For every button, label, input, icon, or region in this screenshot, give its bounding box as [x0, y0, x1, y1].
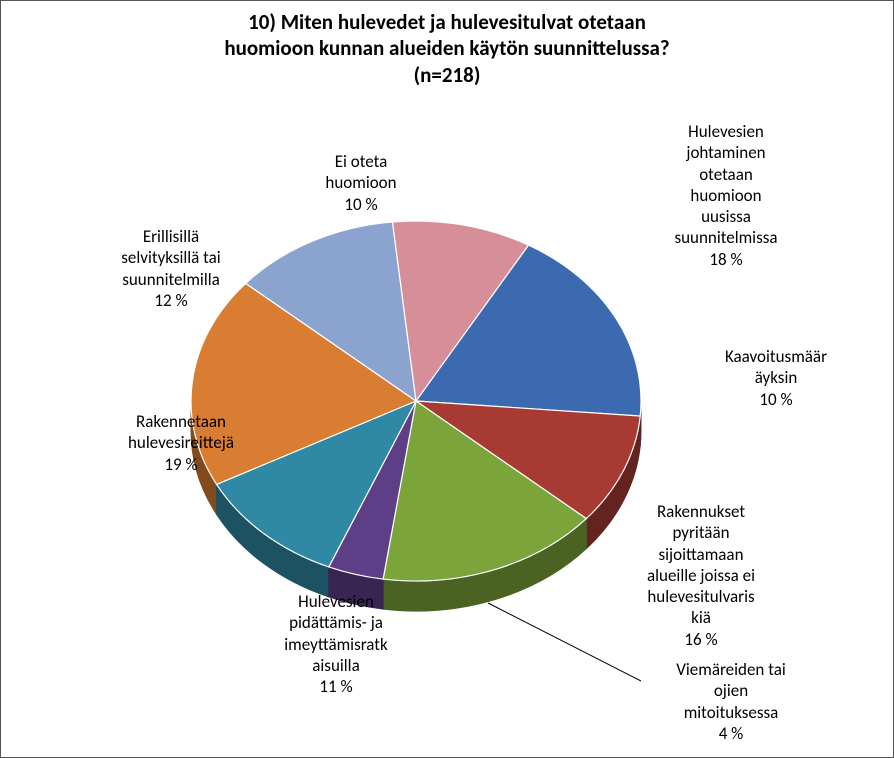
- slice-label: Erillisillä selvityksillä tai suunnitelm…: [86, 226, 256, 311]
- slice-label: Viemäreiden tai ojien mitoituksessa 4 %: [641, 659, 821, 744]
- slice-label: Ei oteta huomioon 10 %: [291, 151, 431, 215]
- slice-label: Rakennukset pyritään sijoittamaan alueil…: [616, 501, 786, 650]
- slice-label: Hulevesien pidättämis- ja imeyttämisratk…: [251, 591, 421, 697]
- slice-label: Kaavoitusmäär äyksin 10 %: [701, 346, 851, 410]
- slice-label: Hulevesien johtaminen otetaan huomioon u…: [641, 121, 811, 270]
- slice-label: Rakennetaan hulevesireittejä 19 %: [91, 411, 271, 475]
- chart-frame: { "chart": { "type": "pie-3d", "title": …: [0, 0, 894, 758]
